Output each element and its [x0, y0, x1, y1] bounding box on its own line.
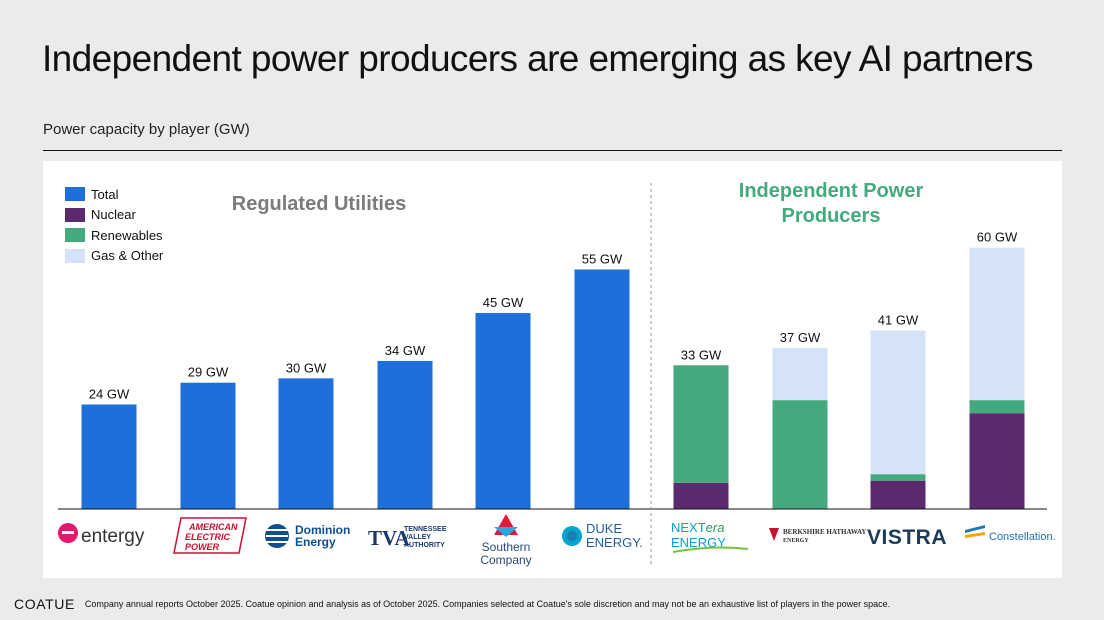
constellation-logo: Constellation.	[965, 525, 1056, 543]
legend-label-nuclear: Nuclear	[91, 207, 136, 223]
svg-text:DUKE: DUKE	[586, 521, 622, 536]
svg-text:BERKSHIRE HATHAWAY: BERKSHIRE HATHAWAY	[783, 528, 866, 536]
chart-legend: Total Nuclear Renewables Gas & Other	[65, 184, 163, 266]
svg-text:AUTHORITY: AUTHORITY	[404, 542, 445, 549]
vistra-logo: VISTRA	[867, 526, 947, 549]
svg-text:Constellation.: Constellation.	[989, 531, 1056, 543]
bar-total-1	[180, 382, 236, 509]
data-label-9: 60 GW	[977, 230, 1018, 245]
bar-gas-other-8	[870, 330, 926, 475]
data-label-3: 34 GW	[385, 343, 426, 358]
legend-item-gas-other: Gas & Other	[65, 246, 163, 267]
legend-label-total: Total	[91, 186, 119, 202]
svg-text:VISTRA: VISTRA	[867, 526, 947, 549]
chart-panel: 24 GW 29 GW 30 GW 34 GW 45 GW 55 GW 33 GW 37 GW…	[43, 161, 1062, 578]
svg-text:ENERGY.: ENERGY.	[586, 535, 643, 550]
svg-text:VALLEY: VALLEY	[404, 534, 431, 541]
group-label-independent-power-producers: Independent Power Producers	[738, 180, 924, 227]
legend-swatch-renewables	[65, 228, 85, 243]
legend-swatch-gas-other	[65, 248, 85, 263]
group-label-regulated-utilities: Regulated Utilities	[231, 193, 407, 215]
svg-text:ENERGY: ENERGY	[783, 538, 809, 544]
footer-brand: COATUE	[14, 596, 75, 612]
bar-renewables-9	[969, 400, 1025, 414]
svg-text:ENERGY: ENERGY	[671, 535, 726, 550]
data-label-7: 37 GW	[780, 330, 821, 345]
tva-logo: TVA TENNESSEE VALLEY AUTHORITY	[368, 526, 447, 550]
bar-total-3	[377, 360, 433, 509]
svg-text:Company: Company	[480, 553, 531, 567]
bar-nuclear-6	[673, 482, 729, 509]
bar-total-4	[475, 313, 531, 509]
footer: COATUE Company annual reports October 20…	[14, 596, 890, 612]
legend-item-renewables: Renewables	[65, 225, 163, 246]
legend-swatch-nuclear	[65, 207, 85, 222]
dominion-logo: Dominion Energy	[265, 523, 350, 549]
bar-renewables-8	[870, 474, 926, 481]
bar-total-2	[278, 378, 334, 509]
bars-layer	[81, 247, 1025, 509]
svg-text:entergy: entergy	[81, 526, 145, 547]
data-label-1: 29 GW	[188, 365, 229, 380]
title-divider	[43, 150, 1062, 151]
legend-label-gas-other: Gas & Other	[91, 248, 164, 264]
svg-text:ELECTRIC: ELECTRIC	[185, 532, 231, 542]
bar-nuclear-8	[870, 480, 926, 509]
data-label-4: 45 GW	[483, 295, 524, 310]
data-label-0: 24 GW	[89, 386, 130, 401]
page-title: Independent power producers are emerging…	[42, 38, 1034, 79]
aep-logo: AMERICAN ELECTRIC POWER	[173, 517, 247, 554]
svg-text:AMERICAN: AMERICAN	[188, 522, 238, 532]
svg-text:TVA: TVA	[368, 526, 410, 550]
data-label-8: 41 GW	[878, 312, 919, 327]
entergy-logo: entergy	[58, 523, 145, 547]
bar-gas-other-7	[772, 347, 828, 401]
nextera-logo: NEXTera ENERGY	[671, 520, 749, 553]
svg-text:TENNESSEE: TENNESSEE	[404, 526, 447, 533]
data-label-2: 30 GW	[286, 360, 327, 375]
capacity-chart: 24 GW 29 GW 30 GW 34 GW 45 GW 55 GW 33 GW 37 GW…	[58, 183, 1056, 567]
svg-text:Energy: Energy	[295, 535, 336, 549]
duke-energy-logo: DUKE ENERGY.	[562, 521, 643, 550]
bar-nuclear-9	[969, 413, 1025, 509]
svg-text:Dominion: Dominion	[295, 523, 350, 537]
legend-item-nuclear: Nuclear	[65, 205, 163, 226]
bar-total-5	[574, 269, 630, 509]
data-label-5: 55 GW	[582, 251, 623, 266]
legend-swatch-total	[65, 187, 85, 202]
svg-text:POWER: POWER	[185, 542, 220, 552]
legend-item-total: Total	[65, 184, 163, 205]
legend-label-renewables: Renewables	[91, 227, 163, 243]
bar-total-0	[81, 404, 137, 509]
footer-source-note: Company annual reports October 2025. Coa…	[84, 599, 891, 609]
bar-renewables-7	[772, 400, 828, 509]
svg-text:Southern: Southern	[482, 540, 531, 554]
bar-renewables-6	[673, 365, 729, 483]
berkshire-hathaway-energy-logo: BERKSHIRE HATHAWAY ENERGY	[769, 528, 866, 544]
chart-subtitle: Power capacity by player (GW)	[43, 121, 250, 138]
svg-text:NEXTera: NEXTera	[671, 520, 724, 535]
bar-gas-other-9	[969, 247, 1025, 401]
value-labels-layer: 24 GW 29 GW 30 GW 34 GW 45 GW 55 GW 33 GW 37 GW…	[89, 230, 1018, 402]
southern-company-logo: Southern Company	[480, 514, 532, 567]
data-label-6: 33 GW	[681, 347, 722, 362]
